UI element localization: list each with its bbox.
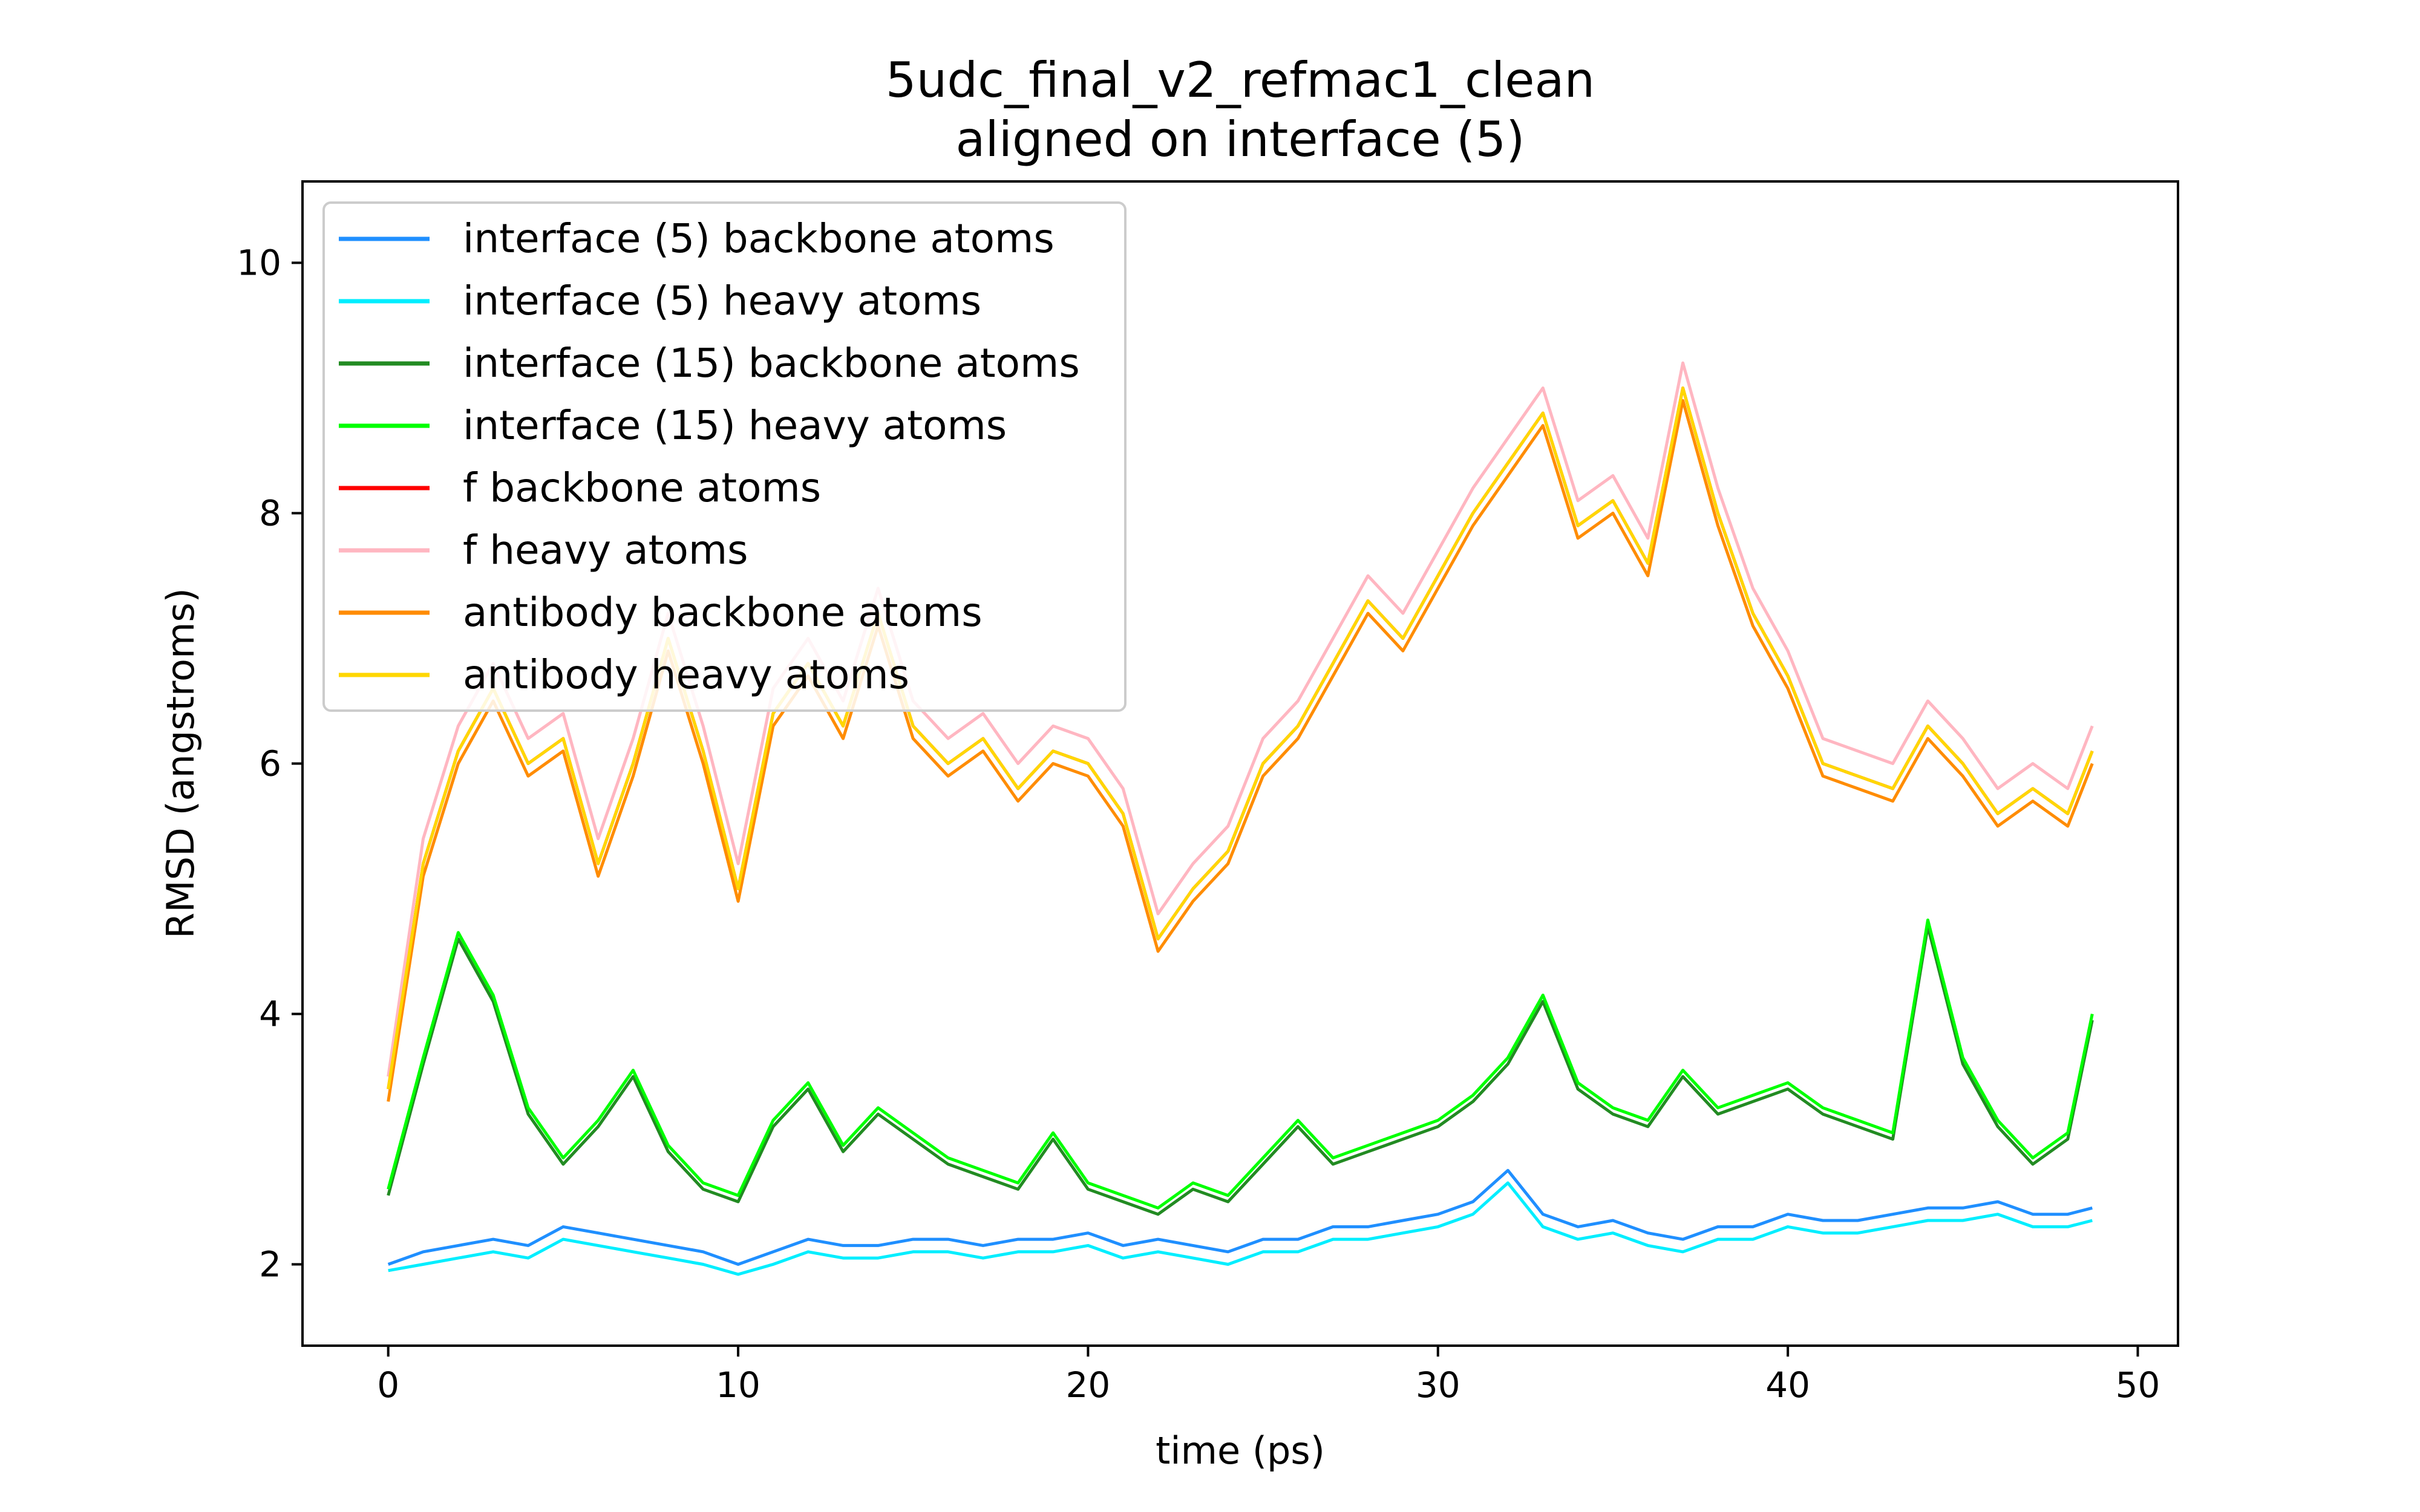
series-line-1 bbox=[388, 1181, 2093, 1276]
x-axis-ticks: 0 10 20 30 40 50 bbox=[377, 1346, 2160, 1406]
y-tick-label-4: 10 bbox=[237, 243, 281, 284]
x-tick-label-3: 30 bbox=[1416, 1364, 1460, 1406]
legend-label-3: interface (15) heavy atoms bbox=[463, 402, 1007, 449]
x-tick-label-2: 20 bbox=[1066, 1364, 1111, 1406]
y-tick-label-2: 6 bbox=[259, 743, 281, 784]
legend-label-0: interface (5) backbone atoms bbox=[463, 215, 1055, 262]
legend-label-1: interface (5) heavy atoms bbox=[463, 278, 981, 324]
y-tick-label-1: 4 bbox=[259, 993, 281, 1034]
legend-label-2: interface (15) backbone atoms bbox=[463, 340, 1080, 386]
legend: interface (5) backbone atoms interface (5… bbox=[322, 201, 1127, 712]
series-line-0 bbox=[387, 1168, 2093, 1266]
x-tick-label-0: 0 bbox=[377, 1364, 399, 1406]
legend-box bbox=[322, 201, 1127, 712]
legend-label-5: f heavy atoms bbox=[463, 527, 748, 573]
y-tick-label-0: 2 bbox=[259, 1243, 281, 1285]
series-line-3 bbox=[387, 918, 2094, 1210]
y-axis-ticks: 2 4 6 8 10 bbox=[237, 243, 302, 1285]
x-tick-label-1: 10 bbox=[716, 1364, 760, 1406]
legend-label-4: f backbone atoms bbox=[463, 464, 821, 511]
legend-label-6: antibody backbone atoms bbox=[463, 589, 983, 636]
x-tick-label-5: 50 bbox=[2116, 1364, 2160, 1406]
legend-label-7: antibody heavy atoms bbox=[463, 651, 909, 698]
chart-subtitle: aligned on interface (5) bbox=[955, 111, 1525, 168]
y-axis-label: RMSD (angstroms) bbox=[159, 588, 203, 939]
x-tick-label-4: 40 bbox=[1765, 1364, 1810, 1406]
y-tick-label-3: 8 bbox=[259, 493, 281, 534]
chart-title: 5udc_final_v2_refmac1_clean bbox=[886, 52, 1595, 108]
legend-entries: interface (5) backbone atoms interface (5… bbox=[339, 215, 1080, 698]
x-axis-label: time (ps) bbox=[1156, 1429, 1325, 1473]
series-line-2 bbox=[387, 925, 2094, 1216]
